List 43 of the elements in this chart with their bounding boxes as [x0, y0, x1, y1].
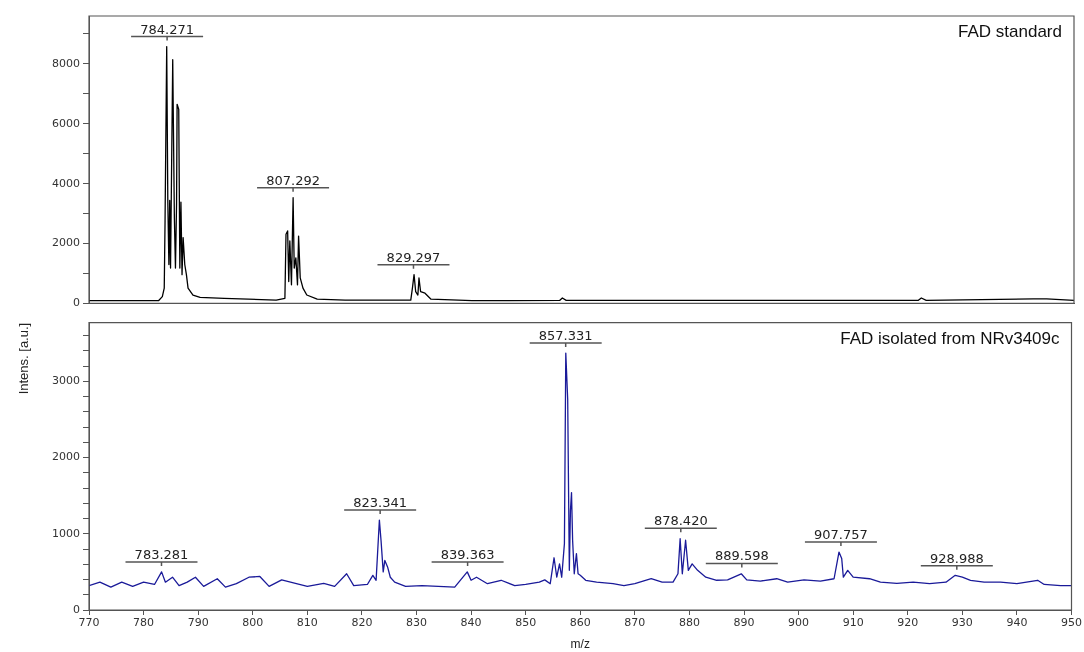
x-tick-label: 940 [1006, 616, 1028, 630]
y-tick-label: 6000 [52, 116, 80, 130]
y-tick-label: 2000 [52, 236, 80, 250]
y-tick-label: 0 [73, 296, 80, 310]
x-tick-label: 780 [133, 616, 155, 630]
x-tick-label: 900 [788, 616, 810, 630]
annotation: 928.988 [929, 550, 984, 566]
annotation: 907.757 [814, 527, 868, 543]
x-tick-label: 950 [1061, 616, 1082, 630]
x-tick-label: 770 [78, 616, 100, 630]
annotation: 878.420 [653, 513, 708, 529]
x-tick-label: 810 [296, 616, 318, 630]
x-tick-label: 800 [242, 616, 264, 630]
annotation: 784.271 [140, 21, 194, 37]
annotation: 829.297 [386, 249, 441, 265]
x-tick-label: 890 [733, 616, 755, 630]
x-tick-label: 920 [897, 616, 919, 630]
annotation: 823.341 [353, 495, 408, 511]
x-tick-label: 820 [351, 616, 373, 630]
y-tick-label: 8000 [52, 56, 80, 70]
y-tick-label: 3000 [52, 374, 80, 388]
annotation: 839.363 [440, 546, 495, 562]
annotation: 857.331 [538, 328, 593, 344]
x-tick-label: 840 [460, 616, 482, 630]
x-tick-label: 930 [951, 616, 973, 630]
y-tick-label: 2000 [52, 450, 80, 464]
x-tick-label: 850 [515, 616, 537, 630]
y-tick-label: 1000 [52, 526, 80, 540]
annotation: 807.292 [266, 172, 320, 188]
x-tick-label: 830 [406, 616, 427, 630]
annotation: 783.281 [134, 546, 189, 562]
x-tick-label: 860 [569, 616, 591, 630]
chart-title: FAD standard [958, 22, 1062, 42]
x-axis-title: m/z [570, 637, 590, 652]
chart-title: FAD isolated from NRv3409c [840, 328, 1060, 348]
x-tick-label: 790 [187, 616, 209, 630]
x-tick-label: 870 [624, 616, 646, 630]
annotation: 889.598 [714, 548, 769, 564]
x-tick-label: 910 [842, 616, 864, 630]
y-axis-title: Intens. [a.u.] [15, 322, 31, 395]
y-tick-label: 0 [73, 602, 80, 616]
y-tick-label: 4000 [52, 176, 80, 190]
x-tick-label: 880 [678, 616, 700, 630]
